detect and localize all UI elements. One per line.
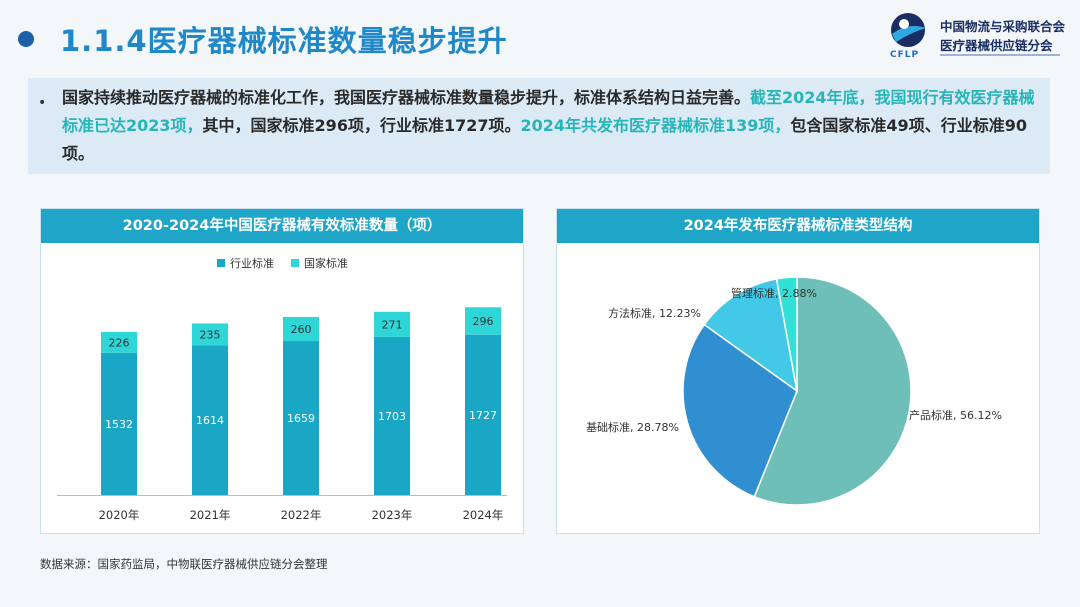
title-bullet <box>18 31 34 47</box>
bar-0-0 <box>101 352 137 495</box>
bar-label-1-2: 260 <box>291 323 312 336</box>
bar-label-0-0: 1532 <box>105 418 133 431</box>
intro-highlight2: 2024年共发布医疗器械标准139项， <box>520 116 791 135</box>
intro-box: • 国家持续推动医疗器械的标准化工作，我国医疗器械标准数量稳步提升，标准体系结构… <box>28 78 1050 174</box>
bar-label-0-3: 1703 <box>378 410 406 423</box>
logo: CFLP 中国物流与采购联合会 医疗器械供应链分会 <box>882 8 1072 68</box>
legend-swatch-1 <box>291 259 299 267</box>
pie-label-3: 管理标准, 2.88% <box>731 286 817 300</box>
pie-slice-3 <box>775 276 798 392</box>
header: 1.1.4医疗器械标准数量稳步提升 CFLP 中国物流与采购联合会 医疗器械供应… <box>0 0 1080 80</box>
pie-chart: 产品标准, 56.12% 基础标准, 28.78% 方法标准, 12.23% 管理标准… <box>586 276 1002 506</box>
x-tick-3: 2023年 <box>372 508 413 522</box>
legend-label-0: 行业标准 <box>230 256 274 270</box>
pie-slice-2 <box>703 277 799 393</box>
bar-chart: 行业标准 国家标准 1532 226 2020年 1614 235 2021年 1659 260 2… <box>57 256 507 522</box>
x-tick-1: 2021年 <box>190 508 231 522</box>
intro-part5: 包含国家标准49项、行业标准90项。 <box>62 116 1027 163</box>
pie-chart-title: 2024年发布医疗器械标准类型结构 <box>557 209 1039 243</box>
bar-label-1-3: 271 <box>382 318 403 331</box>
bar-1-2 <box>283 316 319 342</box>
bar-1-3 <box>374 311 410 337</box>
bar-0-3 <box>374 336 410 495</box>
bar-chart-title: 2020-2024年中国医疗器械有效标准数量（项） <box>41 209 523 243</box>
logo-underline <box>940 54 1060 56</box>
bar-label-1-1: 235 <box>200 328 221 341</box>
pie-slice-1 <box>682 323 798 498</box>
pie-label-0: 产品标准, 56.12% <box>909 408 1002 422</box>
logo-line2: 医疗器械供应链分会 <box>940 38 1053 53</box>
bar-label-1-4: 296 <box>473 315 494 328</box>
source-note: 数据来源：国家药监局，中物联医疗器械供应链分会整理 <box>40 557 328 571</box>
intro-part1: 国家持续推动医疗器械的标准化工作，我国医疗器械标准数量稳步提升，标准体系结构日益… <box>62 88 751 107</box>
x-tick-0: 2020年 <box>99 508 140 522</box>
x-tick-4: 2024年 <box>463 508 504 522</box>
bar-label-1-0: 226 <box>109 336 130 349</box>
x-tick-2: 2022年 <box>281 508 322 522</box>
cflp-logo-icon <box>891 13 926 47</box>
bar-chart-panel: 2020-2024年中国医疗器械有效标准数量（项） 行业标准 国家标准 1532 22… <box>40 208 524 534</box>
pie-chart-panel: 2024年发布医疗器械标准类型结构 产品标准, 56.12% 基础标准, 28.7… <box>556 208 1040 534</box>
pie-label-2: 方法标准, 12.23% <box>608 306 701 320</box>
legend-label-1: 国家标准 <box>304 256 348 270</box>
bar-1-0 <box>101 331 137 353</box>
pie-slice-0 <box>753 276 912 506</box>
bar-0-4 <box>465 334 501 495</box>
bar-1-4 <box>465 307 501 335</box>
legend-swatch-0 <box>217 259 225 267</box>
page-title: 1.1.4医疗器械标准数量稳步提升 <box>60 24 508 58</box>
intro-bullet: • <box>38 95 47 111</box>
bar-label-0-1: 1614 <box>196 414 224 427</box>
bar-0-1 <box>192 345 228 495</box>
bar-0-2 <box>283 341 319 495</box>
intro-part3: 其中，国家标准296项，行业标准1727项。 <box>202 116 521 135</box>
intro-text: 国家持续推动医疗器械的标准化工作，我国医疗器械标准数量稳步提升，标准体系结构日益… <box>62 84 1044 168</box>
bar-label-0-4: 1727 <box>469 409 497 422</box>
pie-label-1: 基础标准, 28.78% <box>586 420 679 434</box>
bar-1-1 <box>192 323 228 346</box>
intro-highlight1: 截至2024年底，我国现行有效医疗器械标准已达2023项， <box>62 88 1035 135</box>
logo-abbr: CFLP <box>890 50 920 60</box>
logo-line1: 中国物流与采购联合会 <box>940 19 1066 34</box>
bar-label-0-2: 1659 <box>287 412 315 425</box>
